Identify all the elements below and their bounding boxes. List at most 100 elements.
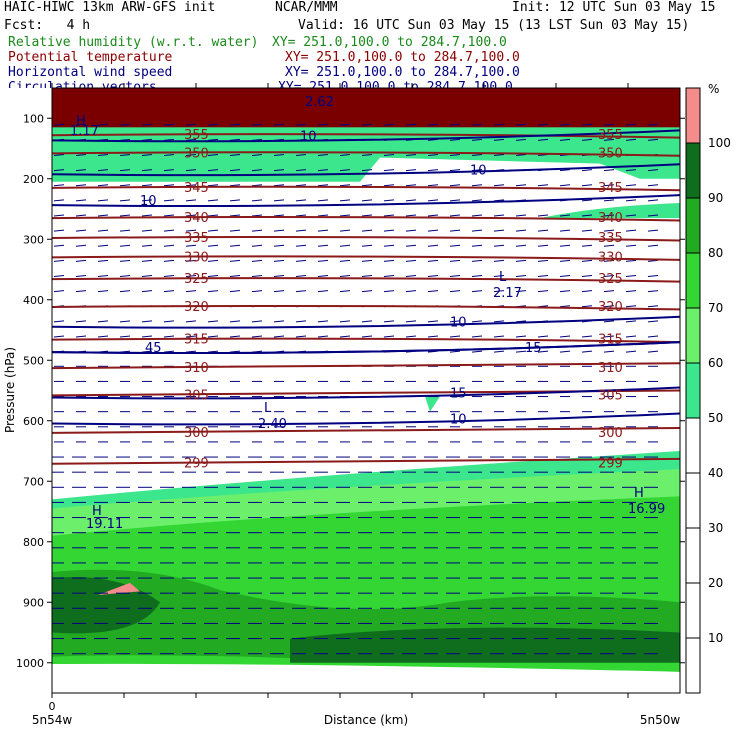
wind-speed-label: 10	[300, 129, 317, 144]
wind-vector	[625, 275, 637, 278]
wind-vector	[141, 184, 153, 187]
wind-vector	[163, 290, 175, 293]
wind-vector	[317, 275, 329, 278]
wind-vector	[273, 123, 285, 126]
wind-vector	[251, 290, 263, 293]
wind-vector	[207, 335, 219, 338]
wind-vector	[537, 184, 549, 187]
wind-vector	[163, 184, 175, 187]
y-tick-label: 100	[23, 112, 44, 125]
wind-vector	[207, 138, 219, 141]
wind-vector	[229, 169, 241, 172]
wind-vector	[603, 138, 615, 141]
wind-vector	[185, 290, 197, 293]
wind-vector	[207, 290, 219, 293]
x-axis-label: Distance (km)	[324, 713, 408, 727]
wind-vector	[603, 199, 615, 202]
wind-vector	[185, 199, 197, 202]
wind-vector	[493, 290, 505, 293]
theta-contour	[52, 216, 680, 222]
wind-vector	[361, 214, 373, 217]
wind-vector	[625, 123, 637, 126]
wind-vector	[75, 320, 87, 323]
wind-vector	[97, 184, 109, 187]
wind-vector	[317, 259, 329, 262]
wind-vector	[229, 123, 241, 126]
theta-label: 355	[184, 128, 209, 143]
wind-vector	[603, 305, 615, 308]
wind-vector	[317, 154, 329, 157]
theta-label: 335	[598, 231, 623, 246]
wind-vector	[141, 320, 153, 323]
wind-vector	[251, 123, 263, 126]
wind-vector	[75, 259, 87, 262]
wind-vector	[229, 229, 241, 232]
wind-vector	[603, 290, 615, 293]
wind-vector	[647, 229, 659, 232]
colorbar-segment	[686, 363, 700, 418]
wind-vector	[119, 290, 131, 293]
wind-vector	[427, 259, 439, 262]
wind-vector	[229, 214, 241, 217]
wind-vector	[625, 259, 637, 262]
colorbar-segment	[686, 143, 700, 198]
wind-vector	[581, 169, 593, 172]
wind-vector	[559, 244, 571, 247]
colorbar-unit: %	[708, 82, 719, 96]
wind-vector	[427, 123, 439, 126]
colorbar-tick-label: 40	[708, 466, 723, 480]
wind-vector	[53, 169, 65, 172]
wind-vector	[537, 350, 549, 353]
wind-vector	[97, 154, 109, 157]
wind-vector	[119, 275, 131, 278]
wind-vector	[405, 259, 417, 262]
wind-vector	[273, 184, 285, 187]
wind-vector	[97, 214, 109, 217]
wind-vector	[493, 229, 505, 232]
wind-vector	[493, 350, 505, 353]
theta-label: 299	[184, 457, 209, 472]
wind-vector	[383, 154, 395, 157]
wind-vector	[207, 214, 219, 217]
wind-vector	[207, 229, 219, 232]
theta-label: 315	[598, 333, 623, 348]
wind-vector	[449, 123, 461, 126]
wind-vector	[317, 169, 329, 172]
wind-vector	[471, 169, 483, 172]
x-end-label: 5n50w	[640, 713, 681, 727]
wind-vector	[97, 244, 109, 247]
wind-vector	[449, 244, 461, 247]
theta-contour	[52, 457, 680, 465]
wind-vector	[295, 335, 307, 338]
wind-vector	[427, 290, 439, 293]
colorbar-tick-label: 70	[708, 301, 723, 315]
wind-vector	[493, 335, 505, 338]
wind-vector	[581, 138, 593, 141]
wind-vector	[207, 259, 219, 262]
wind-vector	[625, 244, 637, 247]
wind-vector	[185, 320, 197, 323]
wind-vector	[163, 123, 175, 126]
wind-vector	[97, 320, 109, 323]
wind-vector	[449, 214, 461, 217]
wind-vector	[163, 214, 175, 217]
wind-vector	[141, 229, 153, 232]
extremum-value: 2.62	[305, 95, 334, 110]
wind-vector	[339, 154, 351, 157]
wind-vector	[581, 259, 593, 262]
wind-vector	[449, 184, 461, 187]
wind-vector	[559, 275, 571, 278]
wind-vector	[185, 214, 197, 217]
wind-vector	[141, 123, 153, 126]
wind-vector	[295, 259, 307, 262]
wind-vector	[317, 320, 329, 323]
plot-area	[52, 88, 680, 693]
wind-vector	[515, 290, 527, 293]
wind-vector	[75, 229, 87, 232]
wind-vector	[515, 138, 527, 141]
colorbar-tick-label: 10	[708, 631, 723, 645]
wind-vector	[493, 184, 505, 187]
wind-vector	[383, 123, 395, 126]
wind-vector	[383, 244, 395, 247]
wind-vector	[229, 244, 241, 247]
